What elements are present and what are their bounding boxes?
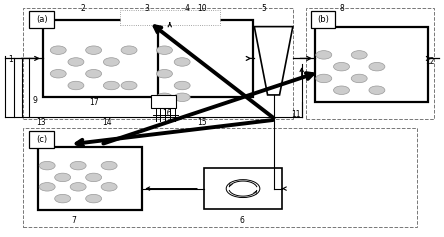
Circle shape [86, 194, 102, 203]
Text: 2: 2 [80, 5, 85, 14]
Text: 6: 6 [239, 216, 244, 225]
Text: 9: 9 [33, 96, 38, 105]
Circle shape [369, 62, 385, 71]
Bar [38, 147, 143, 210]
Circle shape [351, 74, 367, 83]
Bar [120, 10, 220, 25]
Text: 17: 17 [89, 97, 99, 106]
Text: 12: 12 [425, 57, 435, 66]
Bar [29, 132, 54, 148]
Circle shape [39, 161, 55, 170]
Circle shape [174, 81, 190, 90]
Text: 14: 14 [102, 118, 112, 127]
Bar [315, 27, 428, 102]
Circle shape [156, 93, 172, 101]
Circle shape [103, 58, 119, 66]
Text: 13: 13 [36, 118, 45, 127]
Circle shape [174, 93, 190, 101]
Polygon shape [254, 27, 293, 95]
Text: (a): (a) [36, 15, 48, 24]
Text: 7: 7 [71, 216, 76, 225]
Circle shape [121, 81, 137, 90]
Circle shape [156, 46, 172, 55]
Text: 1: 1 [8, 55, 13, 64]
Circle shape [86, 173, 102, 182]
Circle shape [174, 58, 190, 66]
Bar [29, 11, 54, 28]
Circle shape [68, 58, 84, 66]
Text: 5: 5 [262, 5, 266, 14]
Circle shape [70, 161, 86, 170]
Text: 8: 8 [339, 5, 344, 14]
Bar [23, 128, 417, 227]
Circle shape [50, 69, 66, 78]
Bar [151, 95, 175, 108]
Text: 16: 16 [162, 109, 171, 118]
Circle shape [101, 161, 117, 170]
Circle shape [103, 81, 119, 90]
Circle shape [86, 46, 102, 55]
Text: (c): (c) [36, 135, 47, 144]
Text: 11: 11 [292, 110, 301, 119]
Circle shape [39, 182, 55, 191]
Circle shape [333, 62, 349, 71]
Bar [306, 8, 434, 118]
Bar [38, 147, 143, 210]
Text: 3: 3 [144, 5, 149, 14]
Circle shape [86, 69, 102, 78]
Text: 15: 15 [197, 118, 207, 127]
Circle shape [55, 173, 71, 182]
Circle shape [333, 86, 349, 95]
Circle shape [351, 51, 367, 59]
Text: (b): (b) [317, 15, 329, 24]
Circle shape [316, 74, 332, 83]
Circle shape [121, 46, 137, 55]
Bar [310, 11, 335, 28]
Circle shape [369, 86, 385, 95]
Circle shape [55, 194, 71, 203]
Bar [204, 168, 282, 209]
Circle shape [70, 182, 86, 191]
Bar [23, 8, 293, 118]
Text: 10: 10 [197, 5, 207, 14]
Circle shape [68, 81, 84, 90]
Circle shape [101, 182, 117, 191]
Circle shape [316, 51, 332, 59]
Circle shape [156, 69, 172, 78]
Text: 4: 4 [184, 5, 189, 14]
Circle shape [50, 46, 66, 55]
Bar [43, 19, 253, 97]
